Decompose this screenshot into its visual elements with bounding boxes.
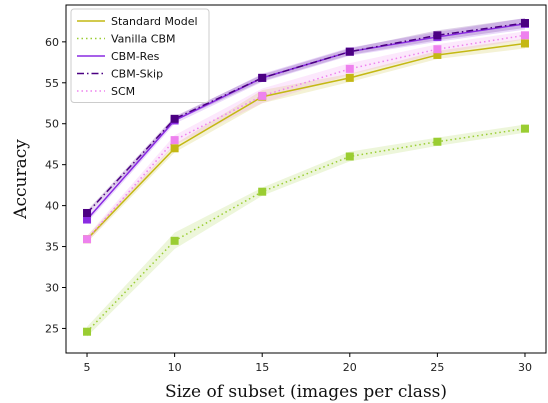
x-axis-label: Size of subset (images per class) [165,382,447,402]
line-standard-model [86,42,526,240]
legend-label-standard-model: Standard Model [111,15,198,28]
x-tick-label-30: 30 [518,361,532,374]
point-cbm-skip-5 [83,208,92,217]
point-vanilla-cbm-5 [83,327,92,336]
point-cbm-skip-30 [520,19,529,28]
legend-label-cbm-skip: CBM-Skip [111,68,163,81]
y-tick-label-55: 55 [45,77,59,90]
y-axis-label: Accuracy [11,139,31,220]
line-cbm-skip [86,22,526,214]
x-tick-label-20: 20 [343,361,357,374]
point-vanilla-cbm-15 [258,187,267,196]
point-vanilla-cbm-20 [345,152,354,161]
y-tick-label-40: 40 [45,200,59,213]
legend: Standard Model Vanilla CBM CBM-Res CBM-Skip… [70,8,210,103]
point-vanilla-cbm-25 [433,137,442,146]
point-cbm-skip-10 [170,114,179,123]
point-standard-model-25 [433,50,442,59]
band-vanilla-cbm [87,124,525,337]
y-tick-label-25: 25 [45,322,59,335]
legend-label-vanilla-cbm: Vanilla CBM [111,33,176,46]
point-scm-10 [170,136,179,145]
y-tick-label-30: 30 [45,281,59,294]
point-scm-5 [83,235,92,244]
point-cbm-skip-25 [433,31,442,40]
y-tick-label-45: 45 [45,159,59,172]
y-tick-label-50: 50 [45,118,59,131]
y-axis-ticks: 25 30 35 40 45 50 55 60 [45,36,66,335]
series-lines [86,22,526,333]
x-tick-label-25: 25 [430,361,444,374]
y-tick-label-60: 60 [45,36,59,49]
point-standard-model-10 [170,144,179,153]
point-scm-20 [345,64,354,73]
point-cbm-skip-15 [258,73,267,82]
x-tick-label-5: 5 [84,361,91,374]
y-tick-label-35: 35 [45,241,59,254]
series-markers [83,19,529,336]
legend-label-scm: SCM [111,85,135,98]
point-vanilla-cbm-30 [520,124,529,133]
point-standard-model-20 [345,73,354,82]
point-scm-25 [433,45,442,54]
x-tick-label-15: 15 [255,361,269,374]
x-axis-ticks: 5 10 15 20 25 30 [84,353,532,374]
legend-box [70,8,210,103]
point-cbm-res-5 [83,215,92,224]
point-standard-model-30 [520,39,529,48]
plot-frame [65,4,547,354]
point-vanilla-cbm-10 [170,236,179,245]
point-cbm-skip-20 [345,47,354,56]
x-tick-label-10: 10 [168,361,182,374]
point-scm-15 [258,91,267,100]
legend-label-cbm-res: CBM-Res [111,50,160,63]
point-scm-30 [520,31,529,40]
line-vanilla-cbm [86,127,526,333]
